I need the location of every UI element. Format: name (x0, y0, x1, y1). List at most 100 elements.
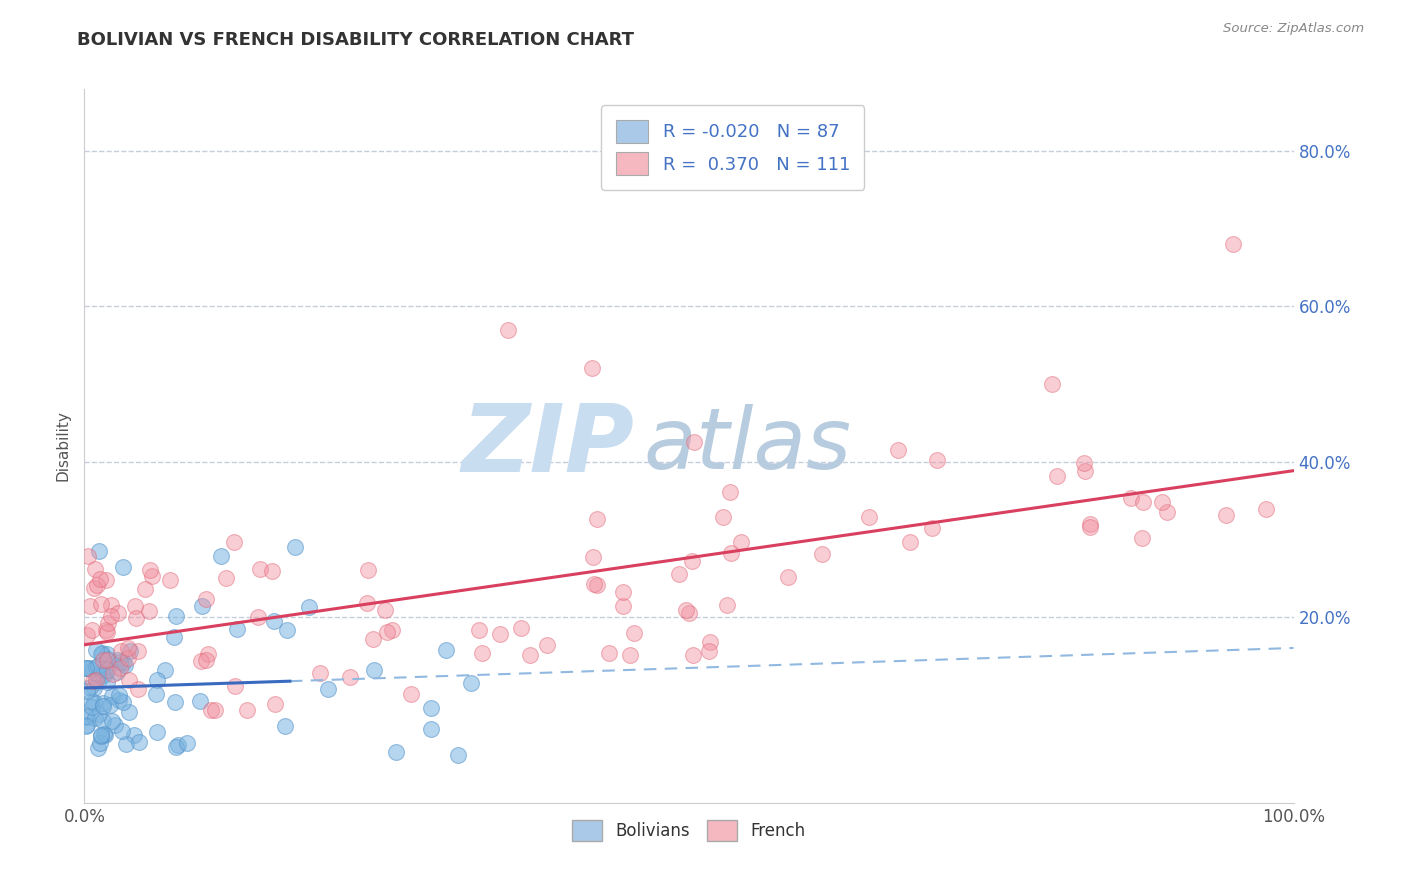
Point (165, 608, 187, 623)
Point (90, 646, 112, 660)
Point (263, 614, 285, 628)
Point (90, 597, 112, 611)
Point (236, 703, 259, 717)
Point (118, 673, 141, 688)
Point (93, 726, 115, 740)
Point (75, 661, 97, 675)
Point (75, 708, 97, 723)
Point (127, 644, 149, 658)
Point (138, 604, 160, 618)
Point (76, 710, 98, 724)
Point (375, 624, 398, 639)
Point (87, 675, 110, 690)
Point (94, 728, 117, 742)
Point (76, 683, 98, 698)
Point (107, 653, 129, 667)
Point (434, 643, 457, 657)
Point (117, 651, 139, 665)
Point (90, 729, 112, 743)
Point (87, 740, 110, 755)
Point (1156, 505, 1178, 519)
Point (84, 673, 107, 687)
Point (510, 621, 533, 635)
Point (145, 687, 167, 701)
Point (97, 615, 120, 630)
Point (103, 666, 125, 681)
Point (127, 681, 149, 696)
Point (225, 623, 247, 637)
Point (284, 541, 307, 555)
Point (519, 648, 541, 663)
Point (1040, 376, 1063, 391)
Point (96, 675, 118, 690)
Point (111, 724, 134, 739)
Point (165, 740, 187, 755)
Point (79, 599, 101, 614)
Point (619, 648, 641, 663)
Point (467, 624, 489, 638)
Point (188, 694, 211, 708)
Point (100, 609, 122, 624)
Point (134, 582, 156, 596)
Point (1046, 469, 1069, 483)
Text: atlas: atlas (643, 404, 851, 488)
Point (104, 718, 127, 732)
Point (82, 663, 104, 677)
Point (91, 668, 114, 682)
Point (197, 647, 219, 661)
Point (681, 553, 703, 567)
Point (84, 659, 107, 673)
Point (89, 736, 111, 750)
Point (96, 663, 118, 677)
Point (419, 722, 441, 736)
Point (363, 663, 385, 677)
Point (100, 599, 122, 613)
Point (108, 688, 131, 702)
Point (401, 688, 423, 702)
Point (381, 624, 404, 638)
Point (194, 653, 217, 667)
Point (86, 658, 108, 673)
Point (1132, 495, 1154, 509)
Point (194, 591, 217, 606)
Point (925, 452, 948, 467)
Point (94, 623, 117, 637)
Point (93, 714, 115, 728)
Point (120, 644, 142, 658)
Point (675, 602, 697, 616)
Point (200, 703, 222, 717)
Point (87, 669, 110, 683)
Point (460, 676, 482, 690)
Point (110, 655, 132, 669)
Point (125, 611, 148, 625)
Point (361, 632, 384, 646)
Point (96, 653, 118, 667)
Point (190, 654, 212, 668)
Point (260, 564, 283, 578)
Point (419, 700, 441, 714)
Point (858, 510, 880, 524)
Point (585, 578, 607, 592)
Point (776, 570, 799, 584)
Point (112, 656, 135, 670)
Point (356, 596, 378, 610)
Text: Source: ZipAtlas.com: Source: ZipAtlas.com (1223, 22, 1364, 36)
Point (80, 693, 103, 707)
Point (83, 581, 105, 595)
Point (107, 692, 129, 706)
Point (921, 520, 943, 534)
Point (111, 559, 134, 574)
Point (117, 641, 139, 656)
Point (215, 570, 238, 584)
Point (598, 646, 620, 660)
Point (1078, 516, 1101, 531)
Point (83, 681, 105, 695)
Point (86, 577, 108, 591)
Point (316, 682, 339, 697)
Point (246, 610, 269, 624)
Point (581, 549, 603, 564)
Point (730, 535, 752, 549)
Point (581, 361, 603, 376)
Point (720, 546, 742, 560)
Point (111, 695, 134, 709)
